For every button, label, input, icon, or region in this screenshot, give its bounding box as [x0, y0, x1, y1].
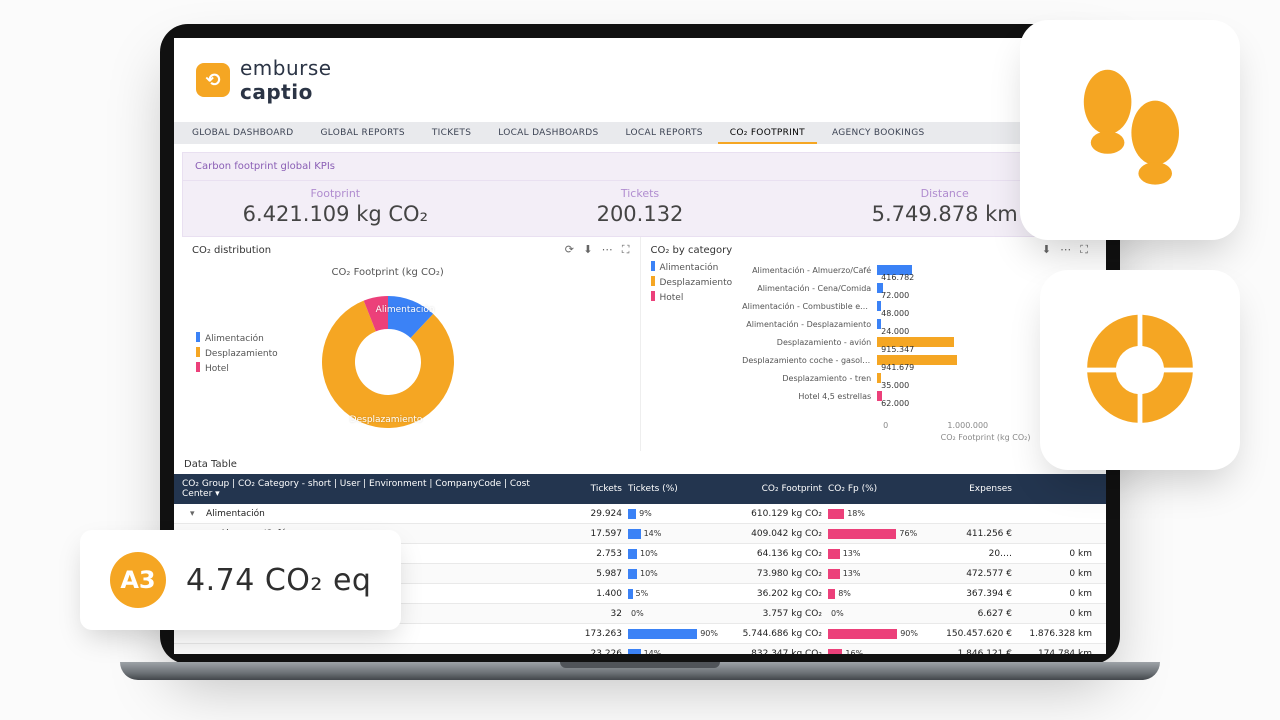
panel-tools: ⬇ ⋯ ⛶: [1036, 243, 1088, 257]
bar-chart: Alimentación - Almuerzo/Café 416.782 Ali…: [742, 261, 1088, 416]
slice-label-desplazamiento: Desplazamiento: [350, 415, 423, 425]
card-pie: [1040, 270, 1240, 470]
donut-legend: Alimentación Desplazamiento Hotel: [196, 332, 278, 374]
slice-label-alimentacion: Alimentación: [376, 305, 435, 315]
legend-item: Hotel: [196, 362, 278, 374]
donut-chart: CO₂ Footprint (kg CO₂) Alimentación Desp…: [298, 263, 478, 443]
brand: ⟲ emburse captio: [174, 38, 1106, 122]
table-header: CO₂ Group | CO₂ Category - short | User …: [174, 474, 1106, 504]
table-header-groupcol[interactable]: CO₂ Group | CO₂ Category - short | User …: [182, 479, 550, 499]
card-co2-score: A3 4.74 CO₂ eq: [80, 530, 401, 630]
brand-line2: captio: [240, 80, 313, 104]
row-chevron-icon[interactable]: ▾: [190, 509, 200, 519]
refresh-icon[interactable]: ⟳: [565, 243, 574, 256]
panel-title: CO₂ by category: [651, 245, 733, 256]
laptop-base: [120, 662, 1160, 680]
th-co2fp-pct[interactable]: CO₂ Fp (%): [828, 484, 918, 494]
more-icon[interactable]: ⋯: [1060, 243, 1071, 256]
bar-row: Hotel 4,5 estrellas 62.000: [742, 387, 1088, 405]
brand-name: emburse captio: [240, 56, 332, 104]
brand-logo-icon: ⟲: [196, 63, 230, 97]
tab-tickets[interactable]: TICKETS: [420, 122, 483, 144]
th-tickets-pct[interactable]: Tickets (%): [628, 484, 718, 494]
card-footsteps: [1020, 20, 1240, 240]
bars-legend: Alimentación Desplazamiento Hotel: [651, 261, 733, 416]
legend-item: Alimentación: [651, 261, 733, 273]
expand-icon[interactable]: ⛶: [622, 243, 630, 256]
nav-tabs: GLOBAL DASHBOARDGLOBAL REPORTSTICKETSLOC…: [174, 122, 1106, 144]
download-icon[interactable]: ⬇: [1042, 243, 1051, 256]
table-title: Data Table: [174, 451, 1106, 474]
bar-row: Desplazamiento - tren 35.000: [742, 369, 1088, 387]
expand-icon[interactable]: ⛶: [1080, 243, 1088, 256]
legend-item: Desplazamiento: [196, 347, 278, 359]
tab-local-reports[interactable]: LOCAL REPORTS: [614, 122, 715, 144]
score-grade-badge: A3: [110, 552, 166, 608]
panel-title: CO₂ distribution: [192, 245, 271, 256]
legend-item: Desplazamiento: [651, 276, 733, 288]
legend-item: Hotel: [651, 291, 733, 303]
panel-co2-distribution: CO₂ distribution ⟳ ⬇ ⋯ ⛶ Alimentación Des…: [182, 237, 640, 451]
footsteps-icon: [1060, 60, 1200, 200]
kpi-tickets: Tickets 200.132: [488, 181, 793, 236]
kpi-footprint: Footprint 6.421.109 kg CO₂: [183, 181, 488, 236]
download-icon[interactable]: ⬇: [583, 243, 592, 256]
tab-global-dashboard[interactable]: GLOBAL DASHBOARD: [180, 122, 305, 144]
legend-item: Alimentación: [196, 332, 278, 344]
th-co2fp[interactable]: CO₂ Footprint: [718, 484, 828, 494]
bar-row: Alimentación - Almuerzo/Café 416.782: [742, 261, 1088, 279]
th-tickets[interactable]: Tickets: [550, 484, 628, 494]
th-expenses[interactable]: Expenses: [918, 484, 1018, 494]
bar-row: Desplazamiento coche - gasolina 941.679: [742, 351, 1088, 369]
tab-agency-bookings[interactable]: AGENCY BOOKINGS: [820, 122, 937, 144]
bar-row: Alimentación - Cena/Comida 72.000: [742, 279, 1088, 297]
panel-tools: ⟳ ⬇ ⋯ ⛶: [559, 243, 630, 257]
bar-row: Alimentación - Combustible exp. 48.000: [742, 297, 1088, 315]
more-icon[interactable]: ⋯: [602, 243, 613, 256]
table-row[interactable]: ▾ Alimentación 29.924 9% 610.129 kg CO₂ …: [174, 504, 1106, 524]
tab-global-reports[interactable]: GLOBAL REPORTS: [308, 122, 416, 144]
pie-segments-icon: [1080, 310, 1200, 430]
donut-chart-title: CO₂ Footprint (kg CO₂): [298, 267, 478, 278]
kpi-bar: Footprint 6.421.109 kg CO₂ Tickets 200.1…: [182, 180, 1098, 237]
score-value: 4.74 CO₂ eq: [186, 563, 371, 598]
bar-row: Alimentación - Desplazamiento 24.000: [742, 315, 1088, 333]
panel-co2-by-category: CO₂ by category ⬇ ⋯ ⛶ Alimentación Despla…: [640, 237, 1099, 451]
tab-co-footprint[interactable]: CO₂ FOOTPRINT: [718, 122, 817, 144]
bar-row: Desplazamiento - avión 915.347: [742, 333, 1088, 351]
row-label: Alimentación: [206, 509, 265, 519]
brand-line1: emburse: [240, 56, 332, 80]
tab-local-dashboards[interactable]: LOCAL DASHBOARDS: [486, 122, 610, 144]
table-row[interactable]: 23.226 14% 832.347 kg CO₂ 16% 1.846.121 …: [174, 644, 1106, 654]
kpi-section-title: Carbon footprint global KPIs: [182, 152, 1098, 180]
